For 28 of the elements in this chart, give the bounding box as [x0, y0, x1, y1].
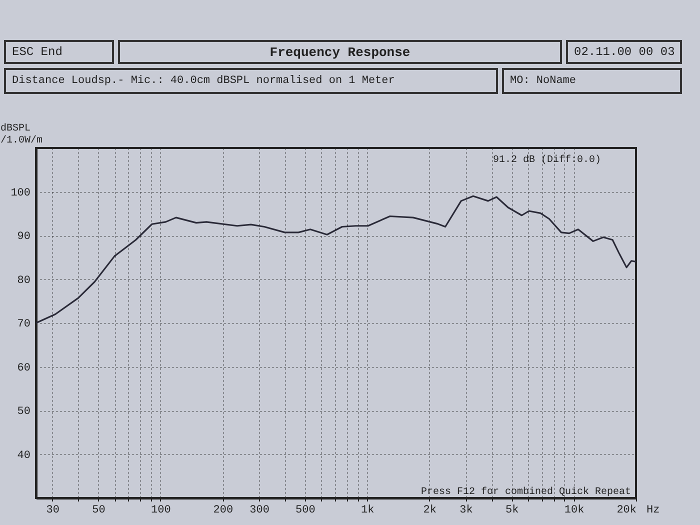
- x-tick-label: 10k: [564, 504, 585, 516]
- text: MO: NoName: [502, 68, 682, 94]
- x-tick-label: 500: [295, 504, 316, 516]
- y-tick-label: 60: [17, 362, 30, 374]
- text: 02.11.00 00 03: [566, 40, 682, 64]
- y-tick-label: 80: [17, 274, 30, 287]
- x-tick-label: 3k: [460, 504, 474, 516]
- text: ESC End: [4, 40, 114, 64]
- x-tick-label: 30: [46, 504, 60, 516]
- x-tick-label: 20k: [616, 504, 637, 516]
- x-tick-label: 200: [213, 504, 234, 516]
- y-tick-label: 40: [17, 450, 30, 462]
- x-tick-label: 100: [151, 504, 171, 516]
- x-tick-label: 50: [92, 504, 106, 516]
- x-axis-title: Hz: [646, 504, 660, 516]
- annotation: 91.2 dB (Diff:0.0): [492, 154, 601, 166]
- chart-subtitle: Distance Loudsp.- Mic.: 40.0cm dBSPL normalised on 1 Meter: [4, 68, 498, 94]
- x-tick-label: 2k: [423, 504, 437, 516]
- x-tick-label: 5k: [505, 504, 520, 516]
- y-axis-title: dBSPL /1.0W/m: [0, 122, 43, 146]
- y-tick-label: 70: [17, 318, 30, 330]
- x-tick-label: 1k: [361, 504, 375, 516]
- y-tick-label: 90: [17, 231, 30, 243]
- annotation: Press F12 for combined Quick Repeat: [420, 486, 631, 498]
- chart-title: Frequency Response: [118, 40, 562, 64]
- y-tick-label: 100: [10, 187, 30, 200]
- x-tick-label: 300: [250, 504, 270, 516]
- y-tick-label: 50: [17, 406, 30, 418]
